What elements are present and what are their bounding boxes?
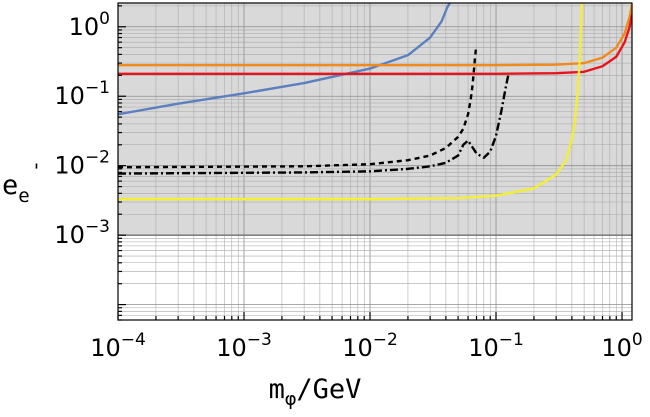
excluded-region-shading <box>118 3 632 236</box>
x-tick-label-base: 10 <box>468 334 499 362</box>
x-tick-label-exponent: 0 <box>632 330 643 350</box>
grid <box>118 3 632 320</box>
x-tick-label: 10−4 <box>90 330 146 362</box>
series-line-3 <box>118 14 632 76</box>
x-tick-label-exponent: −3 <box>247 330 272 350</box>
x-axis-title-suffix: /GeV <box>296 374 361 405</box>
x-tick-label: 100 <box>601 330 642 362</box>
ticks <box>117 5 623 321</box>
y-tick-label-exponent: 0 <box>99 9 110 29</box>
x-tick-label: 10−2 <box>342 330 398 362</box>
y-tick-label: 100 <box>69 9 110 41</box>
y-tick-label: 10−1 <box>54 78 110 110</box>
series-line-6 <box>118 75 510 175</box>
y-tick-label-exponent: −3 <box>85 217 110 237</box>
y-tick-label-exponent: −1 <box>85 78 110 98</box>
series-line-4 <box>118 3 584 201</box>
series-line-5 <box>118 45 478 169</box>
y-tick-label: 10−2 <box>54 148 110 180</box>
series-line-1 <box>118 3 451 116</box>
x-tick-label: 10−1 <box>468 330 524 362</box>
y-tick-label-base: 10 <box>54 82 85 110</box>
y-tick-label-exponent: −2 <box>85 148 110 168</box>
y-axis-title: ee' <box>2 160 42 207</box>
y-axis-title-sup: ' <box>31 160 42 182</box>
x-tick-label-exponent: −4 <box>121 330 146 350</box>
x-axis-title-main: m <box>269 374 285 405</box>
y-tick-label-base: 10 <box>54 221 85 249</box>
x-tick-label-exponent: −2 <box>373 330 398 350</box>
x-tick-label-base: 10 <box>216 334 247 362</box>
x-axis-title: mφ/GeV <box>269 374 362 410</box>
y-tick-label: 10−3 <box>54 217 110 249</box>
y-tick-label-base: 10 <box>54 152 85 180</box>
series-line-2 <box>118 4 632 67</box>
x-tick-label-exponent: −1 <box>499 330 524 350</box>
x-tick-label: 10−3 <box>216 330 272 362</box>
y-axis-title-sub: e <box>18 185 29 207</box>
x-axis-title-sub: φ <box>285 388 296 410</box>
x-tick-label-base: 10 <box>90 334 121 362</box>
series-layer <box>118 3 632 201</box>
y-tick-label-base: 10 <box>69 13 100 41</box>
plot-frame <box>117 2 633 321</box>
x-tick-label-base: 10 <box>342 334 373 362</box>
x-tick-label-base: 10 <box>601 334 632 362</box>
y-axis-title-main: e <box>2 170 18 201</box>
